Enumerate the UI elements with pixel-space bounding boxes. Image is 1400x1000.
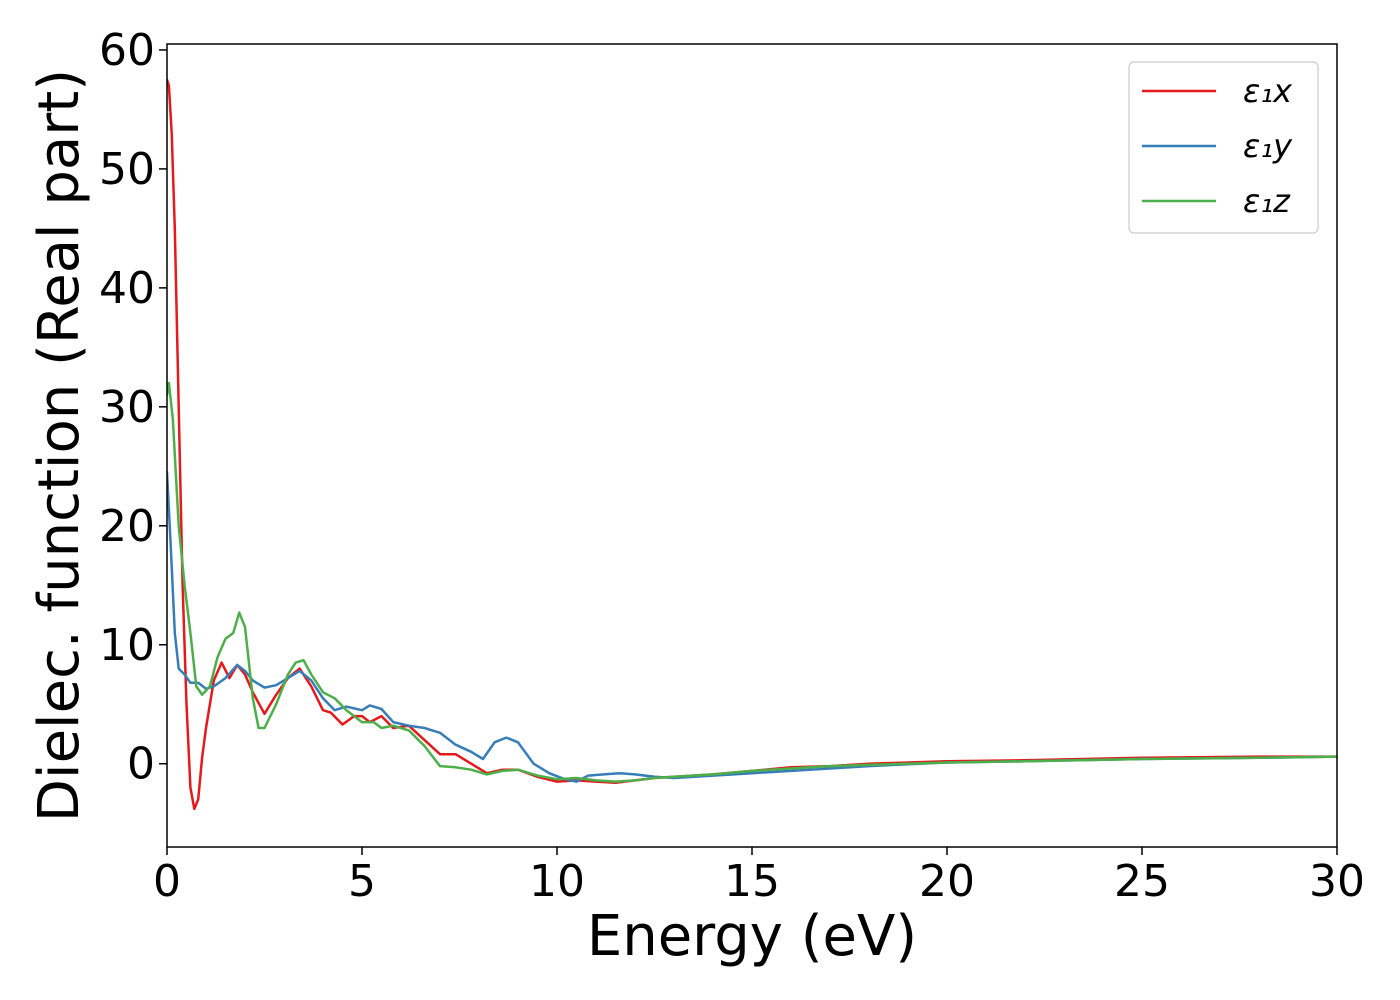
y-axis-label: Dielec. function (Real part) xyxy=(27,69,92,822)
axis-ticks: 0 5 10 15 20 25 30 0 10 20 30 40 50 60 xyxy=(99,25,1365,907)
y-tick-label: 20 xyxy=(99,501,155,552)
series-lines xyxy=(167,78,1337,811)
x-tick-label: 20 xyxy=(919,856,975,907)
y-tick-label: 10 xyxy=(99,620,155,671)
x-tick-label: 10 xyxy=(529,856,585,907)
y-tick-label: 60 xyxy=(99,25,155,76)
series-line-1 xyxy=(167,471,1337,783)
legend-box xyxy=(1128,61,1319,234)
x-tick-label: 5 xyxy=(348,856,376,907)
y-tick-label: 30 xyxy=(99,382,155,433)
legend-label-2: ε₁z xyxy=(1243,182,1291,220)
x-tick-label: 25 xyxy=(1114,856,1170,907)
x-tick-label: 15 xyxy=(724,856,780,907)
y-tick-label: 40 xyxy=(99,263,155,314)
series-line-2 xyxy=(167,381,1337,783)
x-tick-label: 0 xyxy=(153,856,181,907)
y-tick-label: 0 xyxy=(127,739,155,790)
x-tick-label: 30 xyxy=(1309,856,1365,907)
legend: ε₁x ε₁y ε₁z xyxy=(1128,61,1319,234)
y-tick-label: 50 xyxy=(99,144,155,195)
x-axis-label: Energy (eV) xyxy=(587,904,917,969)
legend-label-0: ε₁x xyxy=(1243,72,1293,110)
legend-label-1: ε₁y xyxy=(1243,127,1293,165)
